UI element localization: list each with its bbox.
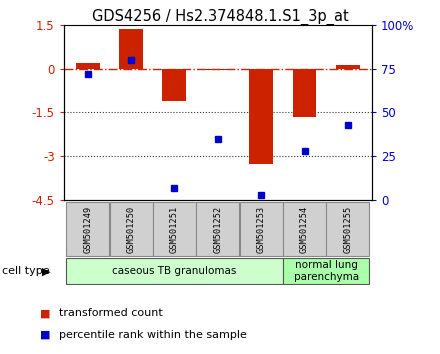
Text: GDS4256 / Hs2.374848.1.S1_3p_at: GDS4256 / Hs2.374848.1.S1_3p_at <box>92 9 348 25</box>
Text: GSM501249: GSM501249 <box>83 206 92 253</box>
Bar <box>153 202 196 256</box>
Bar <box>283 258 370 284</box>
Text: percentile rank within the sample: percentile rank within the sample <box>59 330 247 339</box>
Text: transformed count: transformed count <box>59 308 163 318</box>
Bar <box>283 202 326 256</box>
Bar <box>326 202 370 256</box>
Text: GSM501252: GSM501252 <box>213 206 222 253</box>
Text: ▶: ▶ <box>42 266 51 276</box>
Bar <box>336 65 360 69</box>
Text: GSM501253: GSM501253 <box>257 206 266 253</box>
Bar <box>66 258 282 284</box>
Bar <box>110 202 153 256</box>
Text: GSM501250: GSM501250 <box>127 206 136 253</box>
Text: GSM501255: GSM501255 <box>344 206 352 253</box>
Text: caseous TB granulomas: caseous TB granulomas <box>112 266 237 276</box>
Text: ■: ■ <box>40 308 50 318</box>
Bar <box>240 202 282 256</box>
Bar <box>206 69 230 70</box>
Bar <box>119 29 143 69</box>
Text: GSM501251: GSM501251 <box>170 206 179 253</box>
Bar <box>293 69 316 117</box>
Bar <box>196 202 239 256</box>
Text: ■: ■ <box>40 330 50 339</box>
Text: normal lung
parenchyma: normal lung parenchyma <box>293 260 359 282</box>
Bar <box>76 63 99 69</box>
Bar <box>162 69 187 101</box>
Text: GSM501254: GSM501254 <box>300 206 309 253</box>
Bar <box>249 69 273 164</box>
Bar <box>66 202 109 256</box>
Text: cell type: cell type <box>2 266 50 276</box>
